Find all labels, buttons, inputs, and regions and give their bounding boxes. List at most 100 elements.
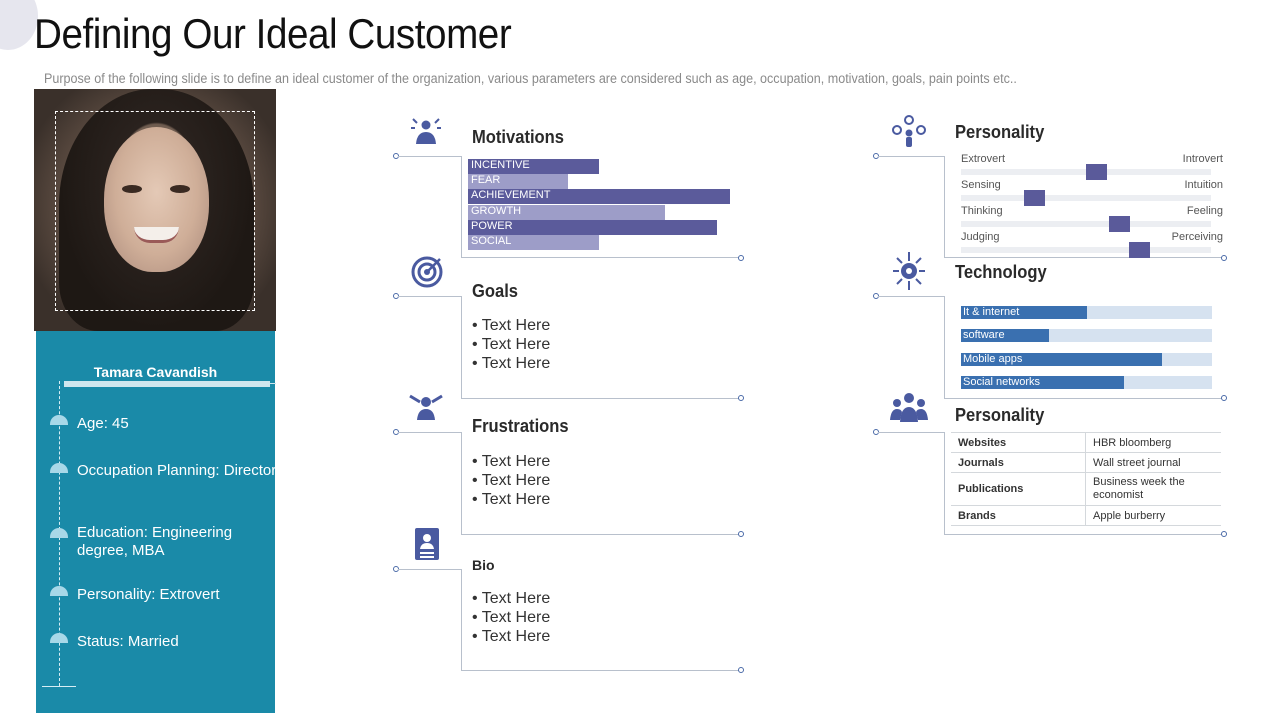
section-underline: [461, 534, 740, 535]
profile-photo: [34, 89, 276, 331]
motivations-title: Motivations: [472, 127, 565, 147]
trait-right-label: Introvert: [1182, 153, 1223, 165]
table-key: Brands: [951, 506, 1086, 525]
id-badge-icon: [415, 528, 439, 560]
connector-dot: [1221, 531, 1227, 537]
timeline-dot: [50, 633, 68, 643]
profile-age: Age: 45: [77, 415, 129, 432]
person-burst-icon: [411, 118, 441, 144]
connector-line: [398, 432, 462, 433]
connector-dot: [738, 667, 744, 673]
bio-title: Bio: [472, 557, 495, 573]
table-value: Apple burberry: [1093, 509, 1166, 522]
profile-education: Education: Engineering degree, MBA: [77, 524, 233, 559]
personality-title: Personality: [955, 122, 1045, 142]
bio-item: • Text Here: [472, 609, 551, 626]
table-value: Wall street journal: [1093, 456, 1181, 469]
trait-track: [961, 195, 1211, 201]
connector-line: [398, 156, 462, 157]
goals-title: Goals: [472, 281, 519, 301]
timeline-dot: [50, 463, 68, 473]
trait-left-label: Thinking: [961, 205, 1003, 217]
section-underline: [461, 257, 740, 258]
profile-name: Tamara Cavandish: [93, 364, 218, 380]
motivation-bar: POWER: [468, 219, 717, 235]
table-row: Brands Apple burberry: [951, 506, 1221, 526]
decorative-circle: [0, 0, 38, 50]
connector-line: [878, 432, 945, 433]
trait-left-label: Extrovert: [961, 153, 1006, 165]
section-border: [461, 432, 462, 534]
trait-marker: [1129, 242, 1150, 258]
profile-personality: Personality: Extrovert: [77, 586, 220, 603]
table-value: Business week the economist: [1093, 476, 1185, 501]
trait-marker: [1086, 164, 1107, 180]
connector-line: [878, 156, 945, 157]
table-row: Journals Wall street journal: [951, 453, 1221, 473]
bio-item: • Text Here: [472, 628, 551, 645]
section-border: [461, 569, 462, 670]
section-border: [944, 156, 945, 257]
table-key: Journals: [951, 453, 1086, 472]
technology-track: Social networks: [961, 375, 1212, 389]
section-underline: [944, 398, 1224, 399]
bio-item: • Text Here: [472, 590, 551, 607]
section-border: [944, 296, 945, 398]
table-value: HBR bloomberg: [1093, 436, 1172, 449]
profile-occupation: Occupation Planning: Director: [77, 462, 277, 479]
media-title: Personality: [955, 405, 1045, 425]
connector-dot: [1221, 255, 1227, 261]
name-underline: [64, 381, 270, 387]
connector-line: [398, 569, 462, 570]
timeline-dot: [50, 528, 68, 538]
frustrations-item: • Text Here: [472, 453, 551, 470]
frustrations-item: • Text Here: [472, 491, 551, 508]
technology-bar: Mobile apps: [961, 352, 1162, 366]
motivation-bar: INCENTIVE: [468, 159, 599, 174]
motivation-bar: FEAR: [468, 174, 568, 190]
connector-line: [398, 296, 462, 297]
trait-right-label: Perceiving: [1171, 231, 1223, 243]
circuit-gear-icon: [893, 252, 925, 290]
section-underline: [461, 670, 740, 671]
technology-bar: It & internet: [961, 306, 1087, 319]
person-gears-icon: [892, 115, 926, 147]
goals-item: • Text Here: [472, 317, 551, 334]
timeline-base: [42, 686, 76, 687]
table-row: Publications Business week the economist: [951, 473, 1221, 506]
profile-status: Status: Married: [77, 633, 179, 650]
photo-focus-frame: [55, 111, 255, 311]
group-icon: [890, 393, 928, 422]
technology-track: It & internet: [961, 306, 1212, 319]
trait-track: [961, 221, 1211, 227]
connector-dot: [738, 531, 744, 537]
motivation-bar: SOCIAL: [468, 235, 599, 250]
technology-bar: software: [961, 329, 1049, 343]
frustrations-item: • Text Here: [472, 472, 551, 489]
trait-right-label: Intuition: [1184, 179, 1223, 191]
connector-dot: [1221, 395, 1227, 401]
table-key: Websites: [951, 433, 1086, 452]
slide-title: Defining Our Ideal Customer: [34, 10, 512, 57]
trait-marker: [1024, 190, 1045, 206]
connector-dot: [738, 395, 744, 401]
name-underline-tick: [268, 383, 276, 384]
connector-dot: [738, 255, 744, 261]
goals-item: • Text Here: [472, 355, 551, 372]
trait-left-label: Judging: [961, 231, 1000, 243]
personality-traits: Extrovert Introvert Sensing Intuition Thinki…: [961, 153, 1225, 258]
section-border: [944, 432, 945, 534]
slide-subtitle: Purpose of the following slide is to def…: [44, 71, 1017, 86]
motivation-bar: GROWTH: [468, 204, 665, 220]
section-underline: [461, 398, 740, 399]
profile-panel: [36, 331, 275, 713]
technology-track: software: [961, 329, 1212, 343]
technology-bar: Social networks: [961, 375, 1124, 389]
trait-right-label: Feeling: [1186, 205, 1223, 217]
technology-title: Technology: [955, 262, 1047, 282]
goals-item: • Text Here: [472, 336, 551, 353]
timeline-dot: [50, 586, 68, 596]
timeline-dot: [50, 415, 68, 425]
section-underline: [944, 534, 1224, 535]
trait-left-label: Sensing: [961, 179, 1001, 191]
